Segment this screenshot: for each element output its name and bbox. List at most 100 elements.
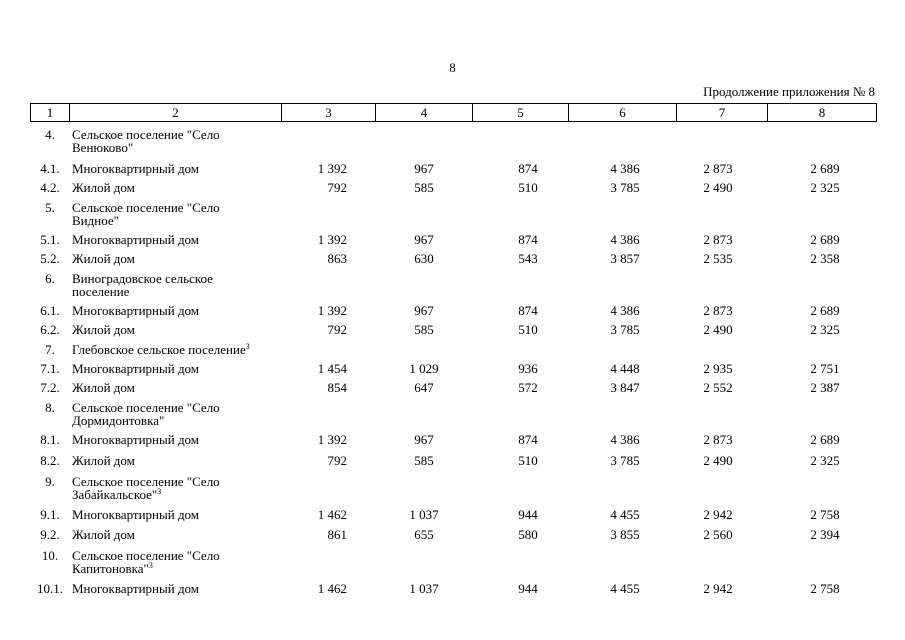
row-name: Виноградовское сельское [72,271,213,286]
value-cell: 572 [518,380,538,395]
value-cell: 1 037 [409,507,439,522]
row-name: Дормидонтовка" [72,413,165,428]
value-cell: 2 873 [703,432,733,447]
value-cell: 874 [518,303,538,318]
row-name: Сельское поселение "Село [72,127,220,142]
value-cell: 967 [414,432,434,447]
value-cell: 2 689 [810,303,840,318]
value-cell: 792 [327,180,348,195]
value-cell: 2 535 [703,251,733,266]
value-cell: 2 325 [810,322,840,337]
value-cell: 4 386 [610,303,640,318]
footnote-mark: 3 [245,342,250,351]
row-number: 8. [45,400,55,415]
value-cell: 3 785 [610,180,640,195]
value-cell: 3 855 [610,527,640,542]
row-number: 8.2. [40,453,60,468]
row-number: 7.2. [40,380,60,395]
row-name: Жилой дом [72,251,135,266]
value-cell: 3 785 [610,322,640,337]
value-cell: 2 873 [703,232,733,247]
row-name: Видное" [72,213,119,228]
row-name: поселение [72,284,130,299]
value-cell: 2 560 [703,527,733,542]
row-name: Многоквартирный дом [72,232,200,247]
value-cell: 4 386 [610,232,640,247]
row-number: 7.1. [40,361,60,376]
value-cell: 630 [414,251,434,266]
row-name: Жилой дом [72,322,135,337]
value-cell: 580 [518,527,538,542]
value-cell: 4 455 [610,581,640,596]
value-cell: 585 [414,322,434,337]
value-cell: 1 462 [317,507,347,522]
value-cell: 1 462 [317,581,347,596]
value-cell: 4 448 [610,361,640,376]
value-cell: 1 392 [317,303,347,318]
value-cell: 2 935 [703,361,733,376]
value-cell: 543 [518,251,538,266]
row-number: 7. [45,342,55,357]
value-cell: 2 873 [703,161,733,176]
row-name: Сельское поселение "Село [72,200,220,215]
value-cell: 2 873 [703,303,733,318]
footnote-mark: 3 [157,487,162,496]
value-cell: 2 689 [810,232,840,247]
value-cell: 2 394 [810,527,840,542]
row-name: Венюково" [72,140,134,155]
value-cell: 4 455 [610,507,640,522]
row-number: 8.1. [40,432,60,447]
value-cell: 1 037 [409,581,439,596]
row-name: Жилой дом [72,180,135,195]
value-cell: 944 [518,507,538,522]
row-number: 5.2. [40,251,60,266]
value-cell: 510 [518,322,538,337]
page-number: 8 [449,60,456,75]
value-cell: 967 [414,161,434,176]
row-number: 9. [45,474,55,489]
value-cell: 863 [327,251,348,266]
value-cell: 967 [414,303,434,318]
header-cell: 3 [281,103,376,122]
value-cell: 3 847 [610,380,640,395]
value-cell: 967 [414,232,434,247]
row-name: Многоквартирный дом [72,361,200,376]
value-cell: 2 942 [703,581,733,596]
value-cell: 874 [518,432,538,447]
footnote-mark: 3 [148,561,153,570]
row-name: Многоквартирный дом [72,303,200,318]
row-number: 5. [45,200,55,215]
value-cell: 2 758 [810,507,840,522]
value-cell: 854 [327,380,348,395]
value-cell: 510 [518,180,538,195]
header-cell: 8 [767,103,877,122]
value-cell: 1 454 [317,361,347,376]
row-number: 6.1. [40,303,60,318]
row-name: Забайкальское"3 [72,487,162,502]
row-name: Многоквартирный дом [72,161,200,176]
value-cell: 2 358 [810,251,840,266]
row-number: 5.1. [40,232,60,247]
value-cell: 4 386 [610,432,640,447]
row-name: Капитоновка"3 [72,561,153,576]
value-cell: 2 751 [810,361,840,376]
value-cell: 647 [414,380,434,395]
header-cell: 1 [30,103,70,122]
value-cell: 585 [414,453,434,468]
value-cell: 874 [518,161,538,176]
caption: Продолжение приложения № 8 [703,84,875,99]
header-cell: 7 [676,103,768,122]
header-cell: 2 [69,103,282,122]
value-cell: 585 [414,180,434,195]
value-cell: 4 386 [610,161,640,176]
value-cell: 655 [414,527,434,542]
row-name: Сельское поселение "Село [72,548,220,563]
value-cell: 2 552 [703,380,733,395]
row-number: 6. [45,271,55,286]
row-number: 9.1. [40,507,60,522]
value-cell: 2 689 [810,161,840,176]
value-cell: 1 392 [317,232,347,247]
value-cell: 3 785 [610,453,640,468]
value-cell: 2 325 [810,180,840,195]
